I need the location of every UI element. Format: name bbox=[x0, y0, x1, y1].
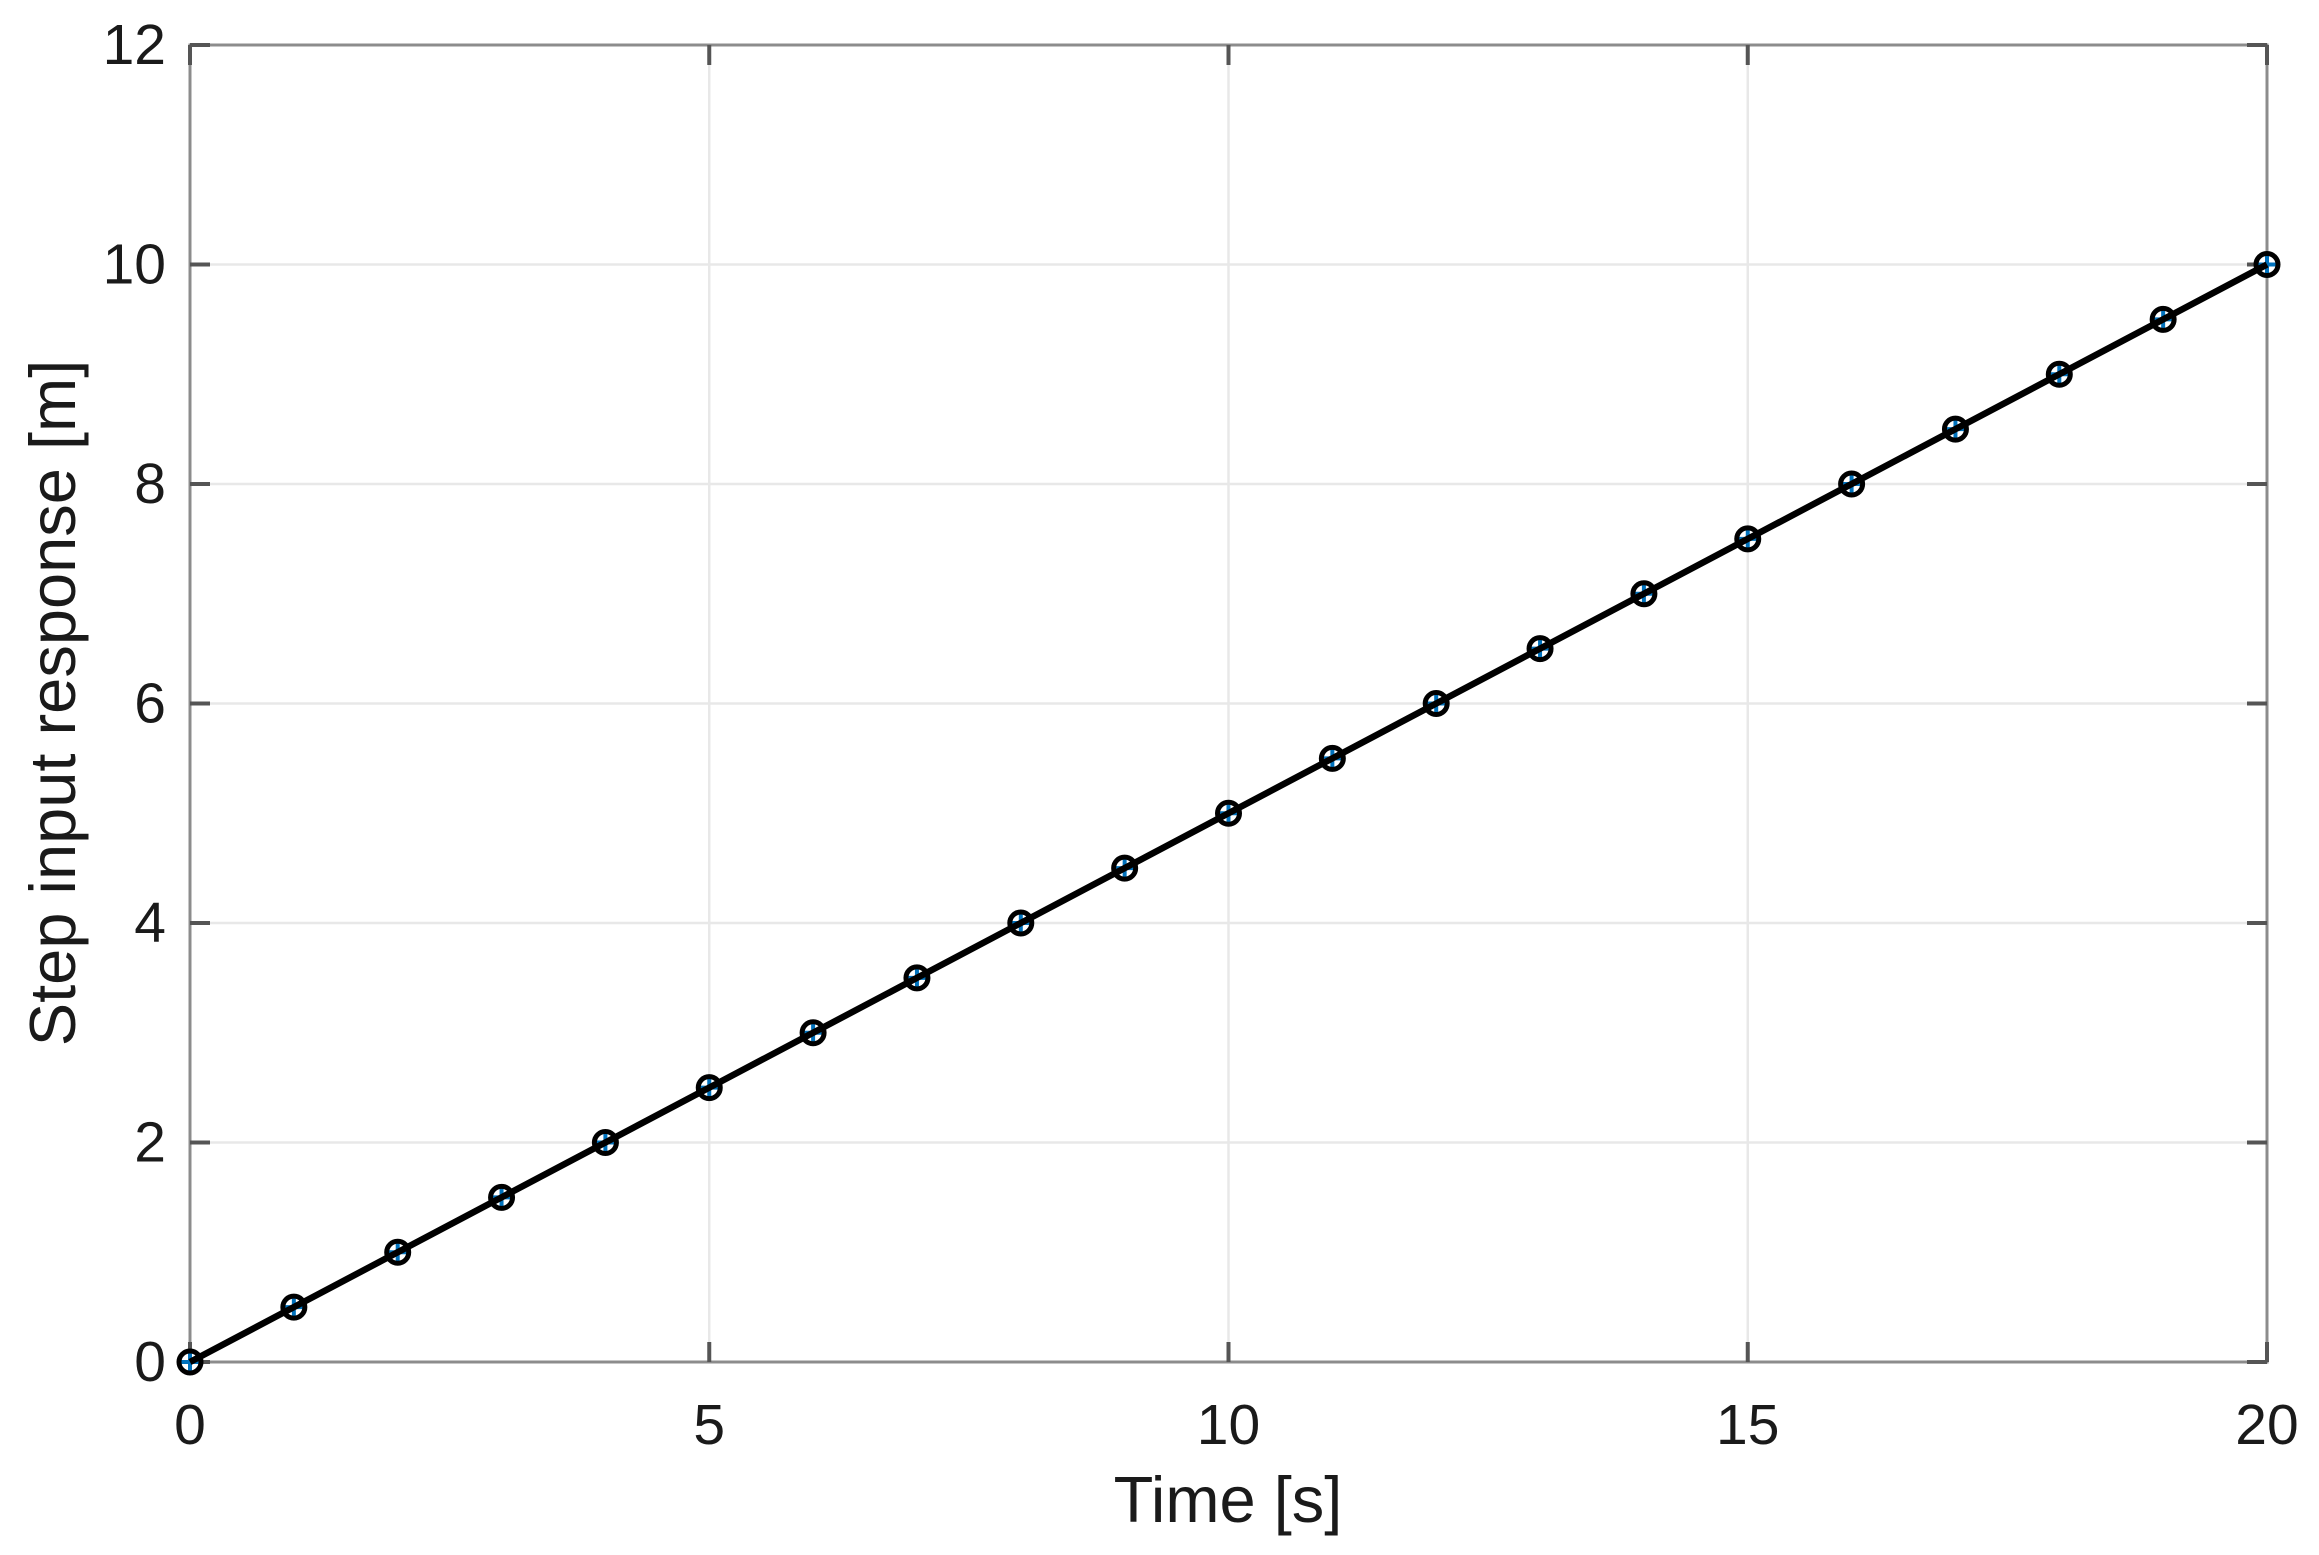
x-tick-label: 5 bbox=[693, 1393, 725, 1457]
data-marker bbox=[1630, 580, 1658, 608]
data-marker bbox=[799, 1019, 827, 1047]
data-marker bbox=[591, 1129, 619, 1156]
data-marker bbox=[384, 1238, 412, 1266]
data-marker bbox=[1838, 470, 1866, 498]
data-marker bbox=[903, 964, 931, 992]
x-tick-label: 10 bbox=[1197, 1393, 1260, 1457]
plot-area: 0 5 10 15 20 0 2 4 6 8 10 12 bbox=[103, 13, 2299, 1457]
data-marker bbox=[1318, 744, 1346, 772]
data-marker bbox=[2149, 305, 2177, 333]
data-marker bbox=[695, 1074, 723, 1102]
y-tick-label: 10 bbox=[103, 233, 166, 297]
data-marker bbox=[176, 1348, 204, 1376]
x-tick-label: 0 bbox=[174, 1393, 206, 1457]
data-marker bbox=[1007, 909, 1035, 937]
y-tick-label: 8 bbox=[134, 452, 166, 516]
data-marker bbox=[2045, 360, 2073, 388]
y-tick-label: 2 bbox=[134, 1111, 166, 1175]
y-tick-label: 4 bbox=[134, 891, 166, 955]
y-tick-label: 12 bbox=[103, 13, 166, 77]
y-tick-label: 0 bbox=[134, 1330, 166, 1394]
data-marker bbox=[1941, 415, 1969, 443]
data-marker bbox=[2253, 251, 2281, 278]
data-line bbox=[188, 261, 2269, 1365]
data-marker bbox=[1111, 854, 1139, 882]
data-marker bbox=[1526, 635, 1554, 663]
x-axis-label: Time [s] bbox=[1114, 1463, 1343, 1536]
data-marker bbox=[488, 1183, 516, 1211]
y-axis-label: Step input response [m] bbox=[16, 360, 89, 1047]
y-tick-label: 6 bbox=[134, 672, 166, 736]
x-tick-label: 20 bbox=[2235, 1393, 2298, 1457]
data-marker bbox=[1734, 525, 1762, 553]
data-marker bbox=[1422, 690, 1450, 717]
data-marker bbox=[1215, 799, 1242, 827]
x-tick-label: 15 bbox=[1716, 1393, 1779, 1457]
data-marker bbox=[280, 1293, 308, 1321]
